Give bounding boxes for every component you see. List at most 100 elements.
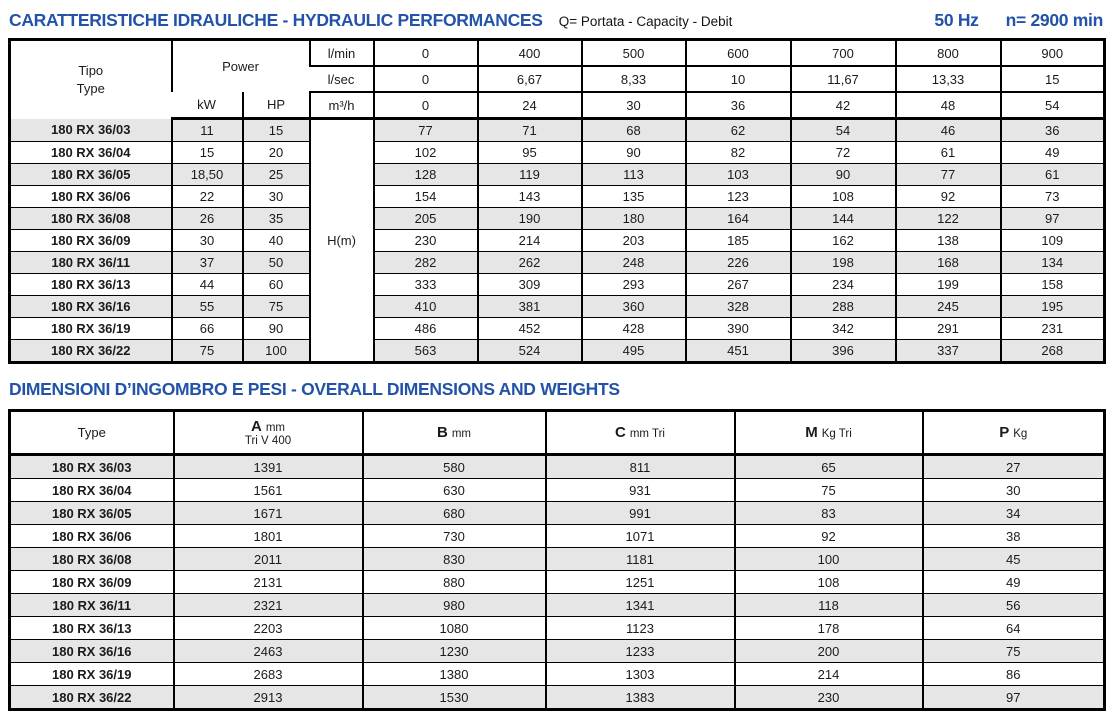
dimension-value: 178 [733,616,923,640]
pump-type: 180 RX 36/03 [51,459,132,475]
hydraulic-row: 180 RX 36/19 66 90 486 452 428 390 342 291 231 [9,317,1105,340]
dimension-value: 1561 [172,478,363,502]
dimensions-row: 180 RX 36/13 2203 1080 1123 178 64 [9,616,1105,640]
hp-value: 50 [241,251,310,274]
column-header-m: M Kg Tri [733,410,923,456]
hp-value: 30 [241,185,310,208]
dimension-value: 1071 [544,524,735,548]
dimensions-row: 180 RX 36/04 1561 630 931 75 30 [9,478,1105,502]
flow-value: 6,67 [476,66,582,93]
column-header-p: P Kg [921,410,1105,456]
kw-value: 30 [170,229,243,252]
kw-value: 75 [170,339,243,363]
dimension-value: 75 [733,478,923,502]
dim-unit: mm [265,421,285,434]
dimension-value: 630 [361,478,546,502]
rotation-speed-value: n= 2900 min [1005,10,1104,30]
head-value: 268 [999,339,1105,363]
flow-value: 24 [476,92,582,120]
dim-unit: mm Tri [629,428,665,440]
head-value: 36 [999,118,1105,142]
head-value: 61 [894,141,1001,164]
head-value: 337 [894,339,1001,363]
head-value: 143 [476,185,582,208]
head-value: 113 [580,163,686,186]
dimensions-row: 180 RX 36/05 1671 680 991 83 34 [9,501,1105,525]
flow-value: 30 [580,92,686,120]
head-value: 128 [372,163,478,186]
dimensions-row: 180 RX 36/19 2683 1380 1303 214 86 [9,662,1105,686]
dimension-value: 49 [921,570,1105,594]
column-header-hp: HP [241,92,310,120]
dimensions-row: 180 RX 36/11 2321 980 1341 118 56 [9,593,1105,617]
hydraulic-table-body: 180 RX 36/03 11 15 H(m) 77 71 68 62 54 46 36 180 RX… [9,118,1105,363]
flow-unit-lmin: l/min [308,39,374,67]
head-value: 195 [999,295,1105,318]
dimension-value: 980 [361,593,546,617]
dimension-value: 86 [921,662,1105,686]
column-header-tipo-type: Tipo Type [10,40,172,119]
dimensions-table-body: 180 RX 36/03 1391 580 811 65 27 180 RX 36/04 15… [9,454,1105,710]
hydraulic-row: 180 RX 36/04 15 20 102 95 90 82 72 61 49 [9,141,1105,164]
dimensions-row: 180 RX 36/03 1391 580 811 65 27 [9,454,1105,479]
dimensions-row: 180 RX 36/06 1801 730 1071 92 38 [9,524,1105,548]
hp-value: 60 [241,273,310,296]
dimension-value: 30 [921,478,1105,502]
head-value: 205 [372,207,478,230]
head-value: 203 [580,229,686,252]
pump-type: 180 RX 36/04 [9,141,172,164]
tipo-label: Tipo [78,63,104,79]
pump-type: 180 RX 36/08 [9,547,174,571]
kw-value: 22 [170,185,243,208]
dimension-value: 1251 [544,570,735,594]
head-value: 452 [476,317,582,340]
head-value: 62 [684,118,791,142]
head-value: 309 [476,273,582,296]
head-value: 164 [684,207,791,230]
pump-type: 180 RX 36/22 [9,339,172,363]
head-value: 231 [999,317,1105,340]
head-value: 103 [684,163,791,186]
dim-sub: Tri V 400 [244,434,292,447]
flow-value: 400 [476,39,582,67]
dimension-value: 2321 [172,593,363,617]
head-value: 49 [999,141,1105,164]
kw-value: 66 [170,317,243,340]
pump-type: 180 RX 36/16 [9,295,172,318]
hp-value: 75 [241,295,310,318]
dimension-value: 230 [733,685,923,710]
head-value: 72 [789,141,896,164]
dimension-value: 64 [921,616,1105,640]
pump-type: 180 RX 36/19 [9,662,174,686]
dimension-value: 1530 [361,685,546,710]
dimensions-row: 180 RX 36/22 2913 1530 1383 230 97 [9,685,1105,710]
dimension-value: 2011 [172,547,363,571]
frequency-speed-block: 50 Hz n= 2900 min [934,10,1103,31]
kw-value: 15 [170,141,243,164]
pump-type: 180 RX 36/04 [9,478,174,502]
dimension-value: 38 [921,524,1105,548]
dimension-value: 1123 [544,616,735,640]
pump-type: 180 RX 36/13 [9,616,174,640]
dimension-value: 45 [921,547,1105,571]
head-value: 288 [789,295,896,318]
head-value: 77 [372,118,478,142]
pump-type: 180 RX 36/06 [9,185,172,208]
head-value: 90 [789,163,896,186]
head-value: 90 [580,141,686,164]
column-header-type: Type [9,410,174,456]
dimension-value: 65 [733,454,923,479]
dimension-value: 730 [361,524,546,548]
head-value: 214 [476,229,582,252]
pump-type: 180 RX 36/05 [9,163,172,186]
head-value: 230 [372,229,478,252]
flow-value: 900 [999,39,1105,67]
dimension-value: 830 [361,547,546,571]
kw-value: 55 [170,295,243,318]
kw-value: 11 [170,118,243,142]
dimensions-row: 180 RX 36/16 2463 1230 1233 200 75 [9,639,1105,663]
hp-value: 100 [241,339,310,363]
pump-type: 180 RX 36/09 [9,229,172,252]
flow-value: 42 [789,92,896,120]
